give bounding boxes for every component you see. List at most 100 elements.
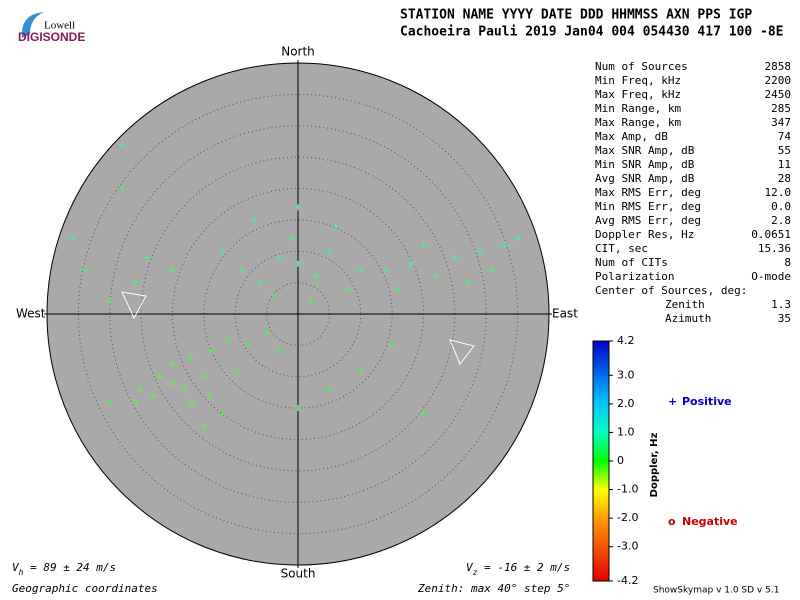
source-positive: [295, 405, 301, 412]
source-negative: [188, 399, 194, 405]
source-negative: [170, 380, 175, 386]
source-positive: [332, 223, 339, 230]
source-positive: [144, 254, 151, 261]
stat-value: 2200: [765, 74, 792, 87]
colorbar-tick-label: 2.0: [617, 397, 635, 410]
legend-marker: +: [668, 395, 677, 408]
direction-label: East: [552, 307, 578, 321]
source-positive: [257, 279, 264, 286]
source-positive: [182, 386, 189, 393]
source-positive: [200, 373, 207, 380]
source-positive: [219, 411, 226, 418]
stat-value: 12.0: [765, 186, 792, 199]
colorbar-tick-label: 3.0: [617, 368, 635, 381]
stat-value: 2.8: [771, 214, 791, 227]
center-label: Azimuth: [665, 312, 711, 325]
stat-label: Max SNR Amp, dB: [595, 144, 695, 157]
logo-bottom: DIGISONDE: [18, 30, 85, 44]
source-positive: [207, 348, 214, 355]
stat-label: Min RMS Err, deg: [595, 200, 701, 213]
stat-value: 2858: [765, 60, 792, 73]
source-positive: [357, 267, 364, 274]
stat-label: Avg RMS Err, deg: [595, 214, 701, 227]
vz-sub: z: [473, 568, 478, 577]
footer: Vh = 89 ± 24 m/s Vz = -16 ± 2 m/s Geogra…: [12, 561, 779, 596]
source-positive: [69, 235, 76, 242]
colorbar-tick-label: -1.0: [617, 483, 638, 496]
antenna-marker: [449, 339, 475, 365]
source-positive: [307, 298, 314, 305]
source-positive: [502, 241, 509, 248]
source-positive: [188, 354, 195, 361]
source-positive: [169, 267, 176, 274]
source-positive: [232, 367, 239, 374]
stat-label: Min Range, km: [595, 102, 681, 115]
stat-label: Num of CITs: [595, 256, 668, 269]
source-positive: [395, 285, 402, 292]
source-positive: [489, 267, 496, 274]
colorbar-tick-label: -3.0: [617, 540, 638, 553]
source-positive: [238, 267, 245, 274]
source-positive: [276, 348, 283, 355]
logo-mark: [21, 12, 44, 38]
source-positive: [389, 342, 396, 349]
source-negative: [201, 424, 207, 430]
colorbar: [592, 340, 610, 582]
center-value: 35: [778, 312, 791, 325]
source-positive: [313, 273, 320, 280]
vz-v: V: [466, 561, 474, 574]
center-value: 1.3: [771, 298, 791, 311]
stat-label: Doppler Res, Hz: [595, 228, 694, 241]
source-positive: [476, 248, 483, 255]
legend-label: Positive: [682, 395, 732, 408]
stat-value: 0.0: [771, 200, 791, 213]
stat-label: Max RMS Err, deg: [595, 186, 701, 199]
source-positive: [81, 267, 88, 274]
source-positive: [219, 248, 226, 255]
source-positive: [106, 298, 113, 305]
stat-label: Max Range, km: [595, 116, 681, 129]
colorbar-tick-label: 1.0: [617, 425, 635, 438]
source-positive: [345, 285, 352, 292]
stat-label: Polarization: [595, 270, 674, 283]
source-negative: [132, 399, 138, 405]
stat-label: Min Freq, kHz: [595, 74, 681, 87]
stat-value: 74: [778, 130, 792, 143]
legend-label: Negative: [682, 515, 738, 528]
antenna-marker: [121, 291, 147, 320]
source-positive: [451, 254, 458, 261]
vh-sub: h: [19, 568, 24, 577]
stat-label: Max Freq, kHz: [595, 88, 681, 101]
source-positive: [326, 248, 333, 255]
stat-value: 55: [778, 144, 791, 157]
vh-rest: = 89 ± 24 m/s: [23, 561, 116, 574]
source-positive: [382, 267, 389, 274]
source-positive: [276, 254, 283, 261]
stat-value: 347: [771, 116, 791, 129]
colorbar-tick-label: 0: [617, 454, 624, 467]
source-positive: [106, 398, 113, 405]
stat-label: Avg SNR Amp, dB: [595, 172, 695, 185]
source-positive: [138, 386, 145, 393]
colorbar-tick-label: 4.2: [617, 334, 635, 347]
direction-label: West: [16, 307, 46, 321]
stat-value: 0.0651: [751, 228, 791, 241]
source-positive: [433, 273, 440, 280]
center-label: Zenith: [665, 298, 705, 311]
stat-value: O-mode: [751, 270, 791, 283]
source-positive: [119, 185, 126, 192]
stat-label: Max Amp, dB: [595, 130, 668, 143]
direction-label: North: [281, 45, 315, 59]
header-line: STATION NAME YYYY DATE DDD HHMMSS AXN PP…: [400, 8, 752, 23]
source-positive: [357, 367, 364, 374]
source-positive: [326, 386, 333, 393]
source-positive: [514, 235, 521, 242]
header-line: Cachoeira Pauli 2019 Jan04 004 054430 41…: [400, 25, 784, 40]
source-positive: [244, 342, 251, 349]
direction-label: South: [281, 567, 316, 581]
colorbar-label: Doppler, Hz: [649, 433, 660, 498]
vz-rest: = -16 ± 2 m/s: [477, 561, 570, 574]
zenith-info: Zenith: max 40° step 5°: [417, 582, 570, 595]
source-positive: [295, 204, 301, 211]
source-positive: [420, 241, 427, 248]
